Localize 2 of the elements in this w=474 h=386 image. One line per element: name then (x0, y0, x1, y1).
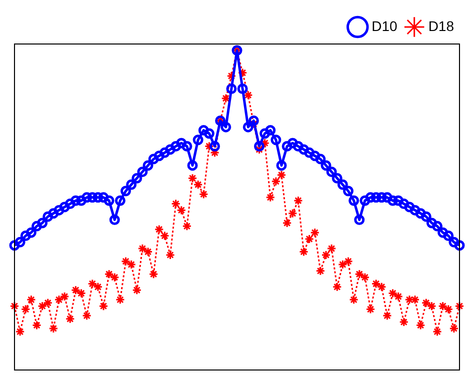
legend-label: D10 (372, 18, 398, 34)
legend-label: D18 (428, 18, 454, 34)
